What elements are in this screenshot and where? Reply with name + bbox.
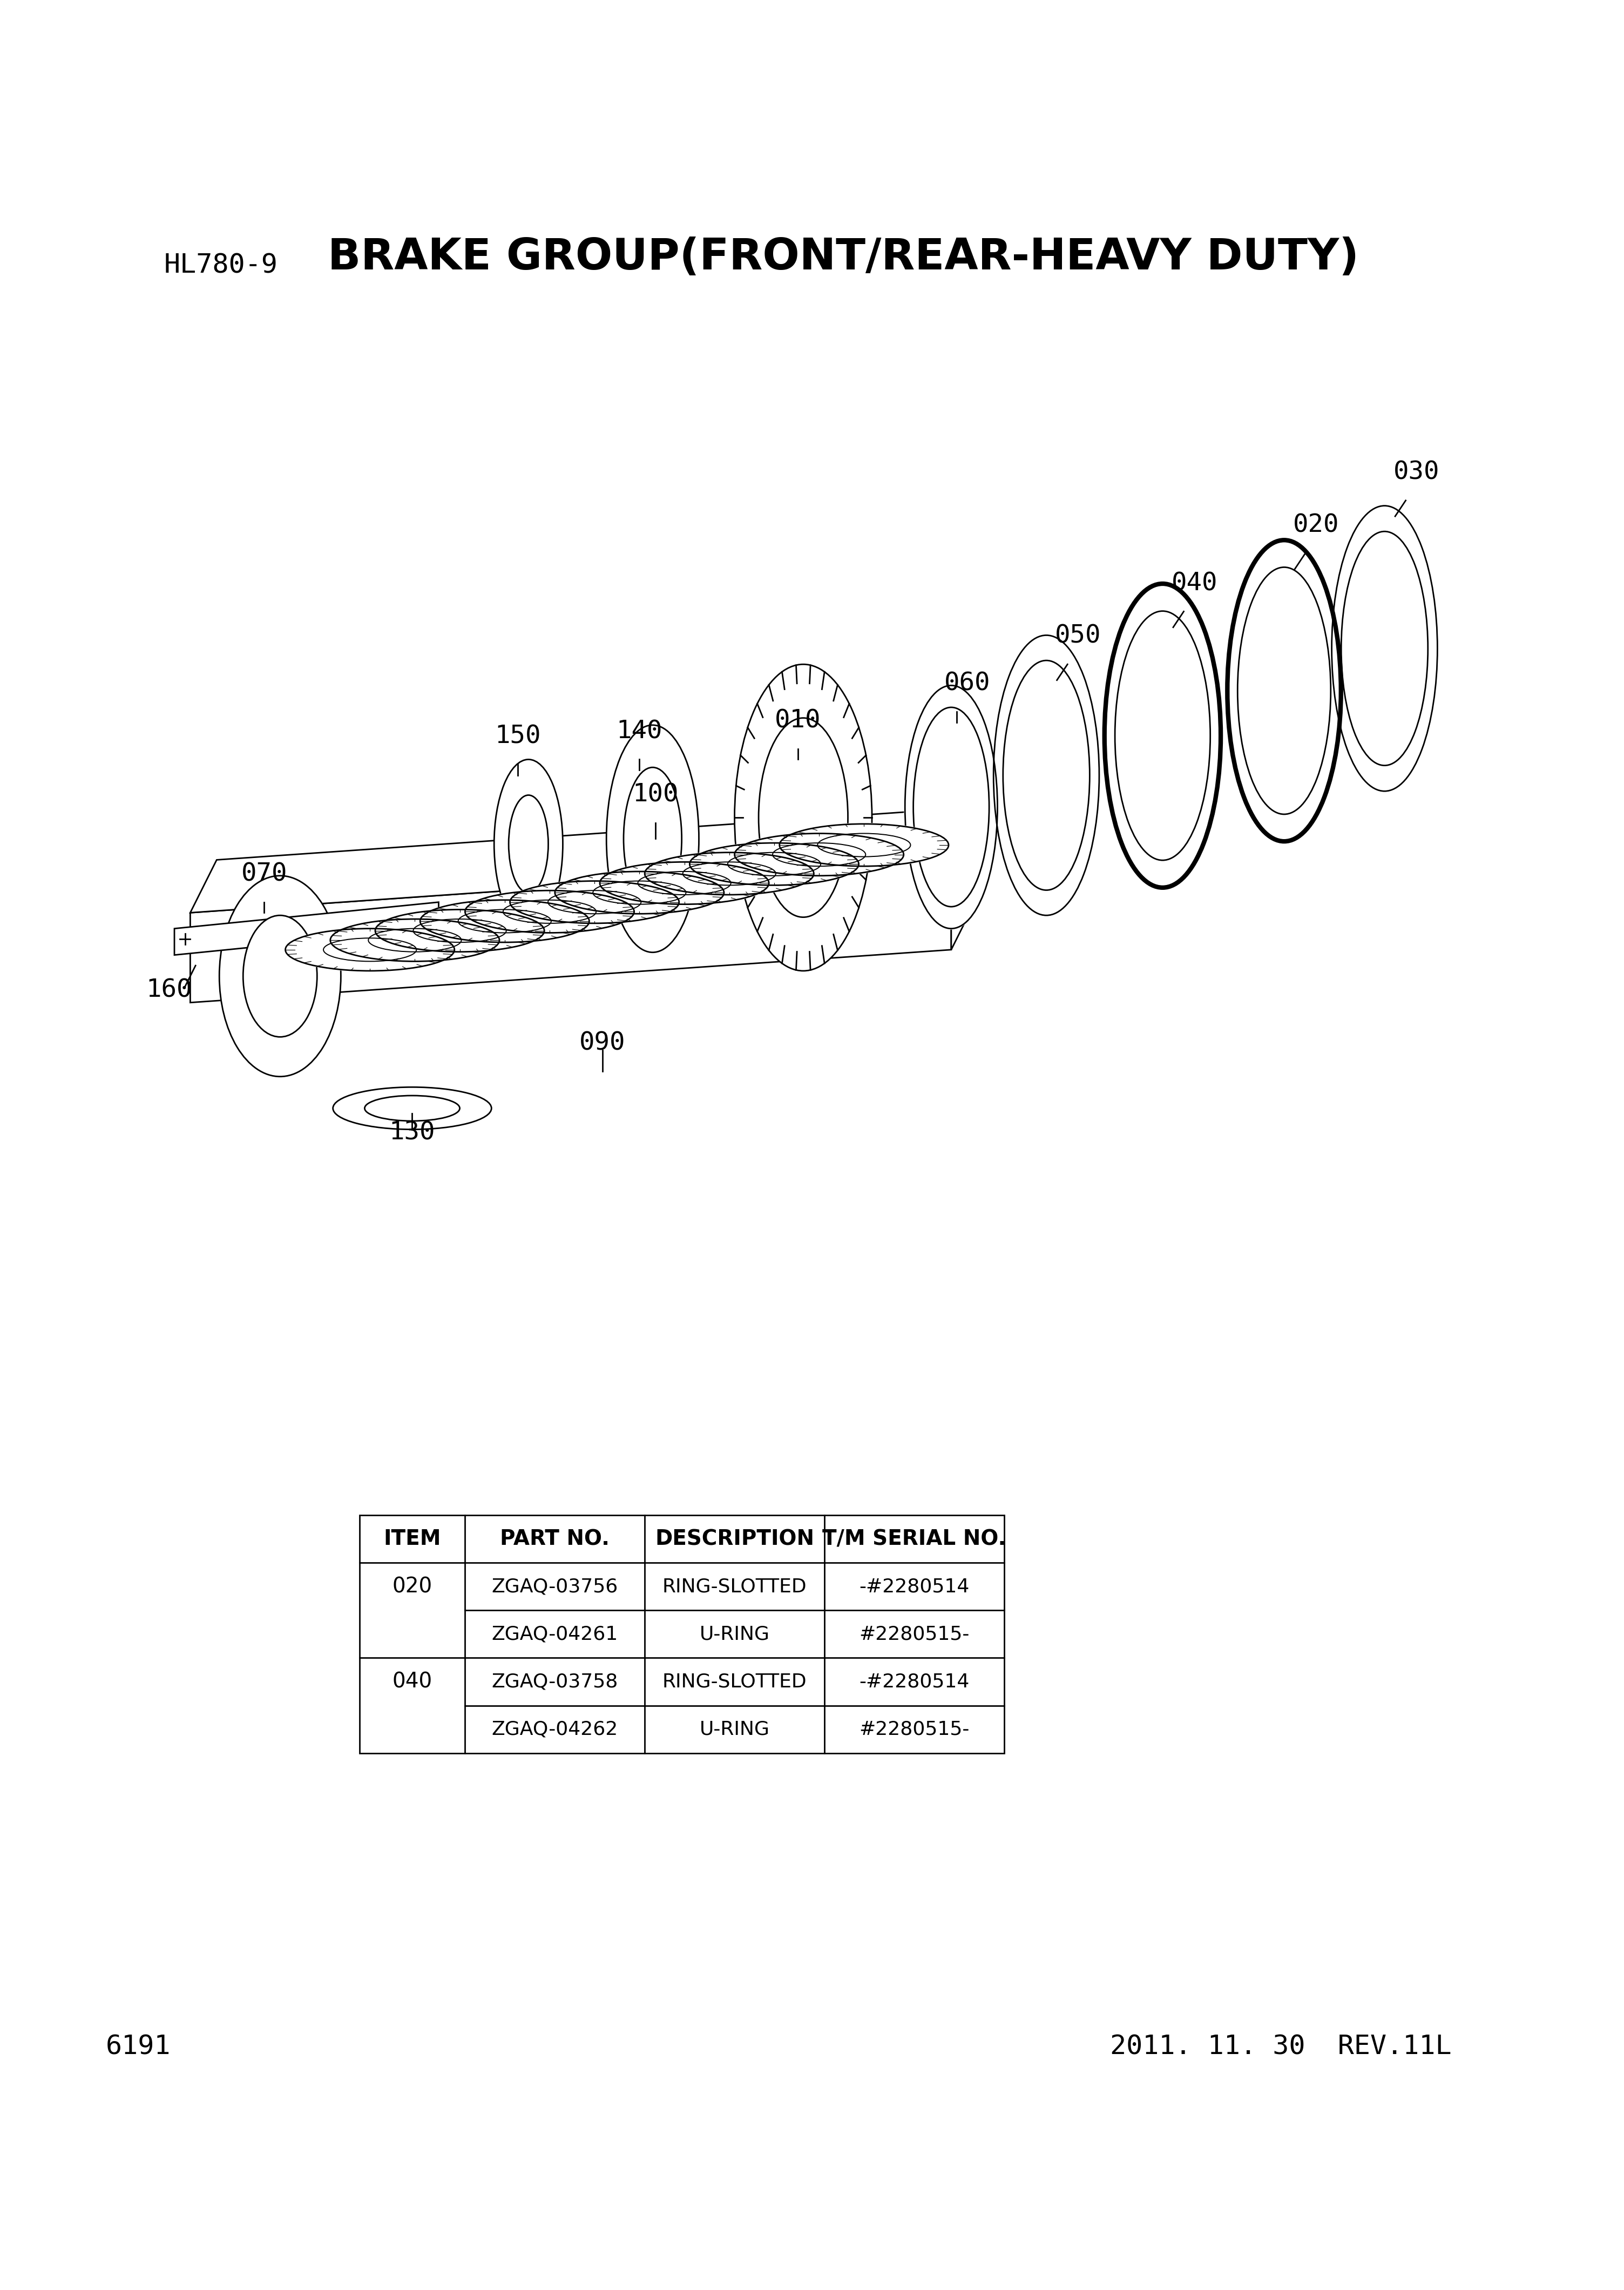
Ellipse shape — [554, 870, 724, 914]
Text: U-RING: U-RING — [700, 1720, 770, 1738]
Ellipse shape — [464, 889, 635, 934]
Text: 100: 100 — [632, 783, 679, 806]
Text: 030: 030 — [1393, 460, 1439, 485]
Text: PART NO.: PART NO. — [500, 1530, 609, 1550]
Polygon shape — [190, 859, 952, 1003]
Text: 010: 010 — [775, 708, 822, 733]
Ellipse shape — [734, 664, 872, 971]
Text: #2280515-: #2280515- — [859, 1626, 970, 1644]
Text: DESCRIPTION: DESCRIPTION — [654, 1530, 814, 1550]
Text: -#2280514: -#2280514 — [859, 1672, 970, 1690]
Text: 020: 020 — [1293, 513, 1338, 538]
Ellipse shape — [244, 916, 317, 1037]
Text: 130: 130 — [390, 1122, 435, 1145]
Text: T/M SERIAL NO.: T/M SERIAL NO. — [822, 1530, 1007, 1550]
Ellipse shape — [599, 861, 770, 905]
Text: RING-SLOTTED: RING-SLOTTED — [663, 1578, 807, 1596]
Ellipse shape — [643, 852, 815, 895]
Text: ZGAQ-03756: ZGAQ-03756 — [492, 1578, 619, 1596]
Ellipse shape — [219, 875, 341, 1076]
Text: 060: 060 — [944, 671, 991, 696]
Ellipse shape — [508, 795, 549, 893]
Polygon shape — [190, 806, 978, 914]
Text: HL780-9: HL780-9 — [164, 252, 278, 279]
Text: U-RING: U-RING — [700, 1626, 770, 1644]
Text: ZGAQ-03758: ZGAQ-03758 — [492, 1672, 619, 1690]
Text: 2011. 11. 30  REV.11L: 2011. 11. 30 REV.11L — [1109, 2034, 1452, 2059]
Ellipse shape — [606, 726, 698, 953]
Polygon shape — [174, 902, 438, 955]
Bar — [359, 1516, 1004, 1754]
Ellipse shape — [330, 918, 500, 962]
Ellipse shape — [374, 909, 546, 953]
Text: BRAKE GROUP(FRONT/REAR-HEAVY DUTY): BRAKE GROUP(FRONT/REAR-HEAVY DUTY) — [328, 236, 1359, 279]
Ellipse shape — [1103, 582, 1221, 889]
Text: 160: 160 — [146, 978, 192, 1003]
Ellipse shape — [284, 927, 455, 971]
Text: 040: 040 — [1171, 570, 1218, 595]
Text: RING-SLOTTED: RING-SLOTTED — [663, 1672, 807, 1690]
Ellipse shape — [333, 1088, 492, 1129]
Ellipse shape — [419, 900, 590, 943]
Text: 020: 020 — [391, 1576, 432, 1596]
Ellipse shape — [758, 719, 848, 918]
Text: 040: 040 — [391, 1672, 432, 1692]
Ellipse shape — [508, 879, 680, 925]
Text: 140: 140 — [617, 719, 663, 744]
Ellipse shape — [494, 760, 564, 927]
Text: 150: 150 — [495, 724, 541, 749]
Text: #2280515-: #2280515- — [859, 1720, 970, 1738]
Ellipse shape — [734, 831, 905, 877]
Ellipse shape — [1330, 504, 1439, 792]
Ellipse shape — [624, 767, 682, 909]
Text: ZGAQ-04262: ZGAQ-04262 — [492, 1720, 619, 1738]
Text: 6191: 6191 — [106, 2034, 171, 2059]
Ellipse shape — [365, 1095, 460, 1120]
Ellipse shape — [905, 685, 999, 930]
Text: ZGAQ-04261: ZGAQ-04261 — [492, 1626, 619, 1644]
Text: 070: 070 — [240, 861, 287, 886]
Text: ITEM: ITEM — [383, 1530, 442, 1550]
Ellipse shape — [1226, 538, 1341, 843]
Ellipse shape — [778, 822, 950, 868]
Text: 090: 090 — [580, 1030, 625, 1056]
Ellipse shape — [992, 634, 1099, 916]
Polygon shape — [952, 806, 978, 950]
Text: 050: 050 — [1056, 625, 1101, 648]
Ellipse shape — [689, 843, 859, 886]
Text: -#2280514: -#2280514 — [859, 1578, 970, 1596]
